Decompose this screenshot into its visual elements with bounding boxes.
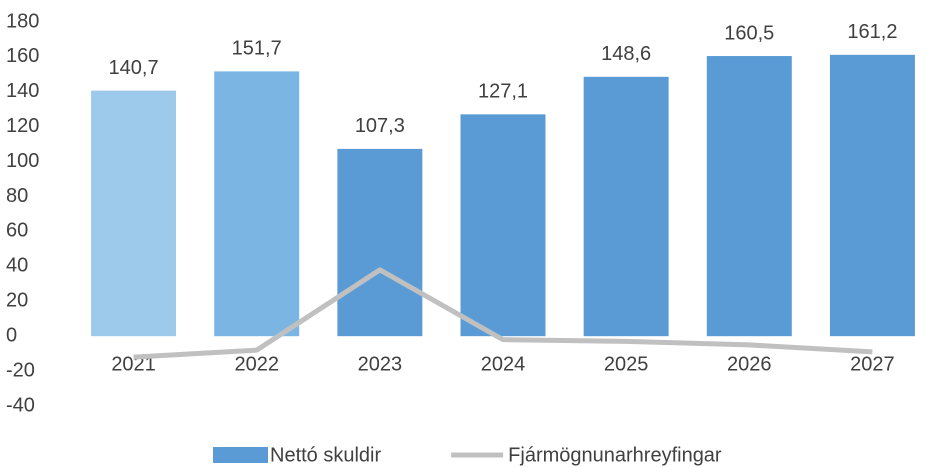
x-tick-label: 2025 [604,353,649,375]
data-label: 107,3 [355,115,405,137]
y-tick-label: 100 [6,150,39,172]
bar [829,54,915,337]
y-tick-label: 160 [6,45,39,67]
bar [706,56,792,337]
legend-label: Nettó skuldir [270,444,381,466]
y-tick-label: 180 [6,10,39,32]
x-tick-label: 2026 [727,353,772,375]
y-tick-label: 0 [6,324,17,346]
y-tick-label: 40 [6,255,28,277]
bar [460,114,546,337]
bar [583,76,669,337]
data-label: 161,2 [847,21,897,43]
legend-label: Fjármögnunarhreyfingar [508,444,722,466]
y-tick-label: -40 [6,394,35,416]
bar [214,71,300,337]
bar [337,148,423,337]
y-tick-label: 140 [6,80,39,102]
data-label: 151,7 [232,38,282,60]
data-label: 148,6 [601,43,651,65]
data-label: 140,7 [109,57,159,79]
x-tick-label: 2024 [481,353,526,375]
data-label: 160,5 [724,22,774,44]
x-tick-label: 2027 [850,353,895,375]
y-tick-label: -20 [6,359,35,381]
bar [91,90,177,337]
line-series [133,267,873,360]
x-tick-label: 2023 [358,353,403,375]
data-label: 127,1 [478,81,528,103]
y-tick-label: 60 [6,220,28,242]
y-tick-label: 80 [6,185,28,207]
legend-swatch [213,447,268,463]
y-tick-label: 20 [6,290,28,312]
y-tick-label: 120 [6,115,39,137]
x-tick-label: 2022 [234,353,279,375]
